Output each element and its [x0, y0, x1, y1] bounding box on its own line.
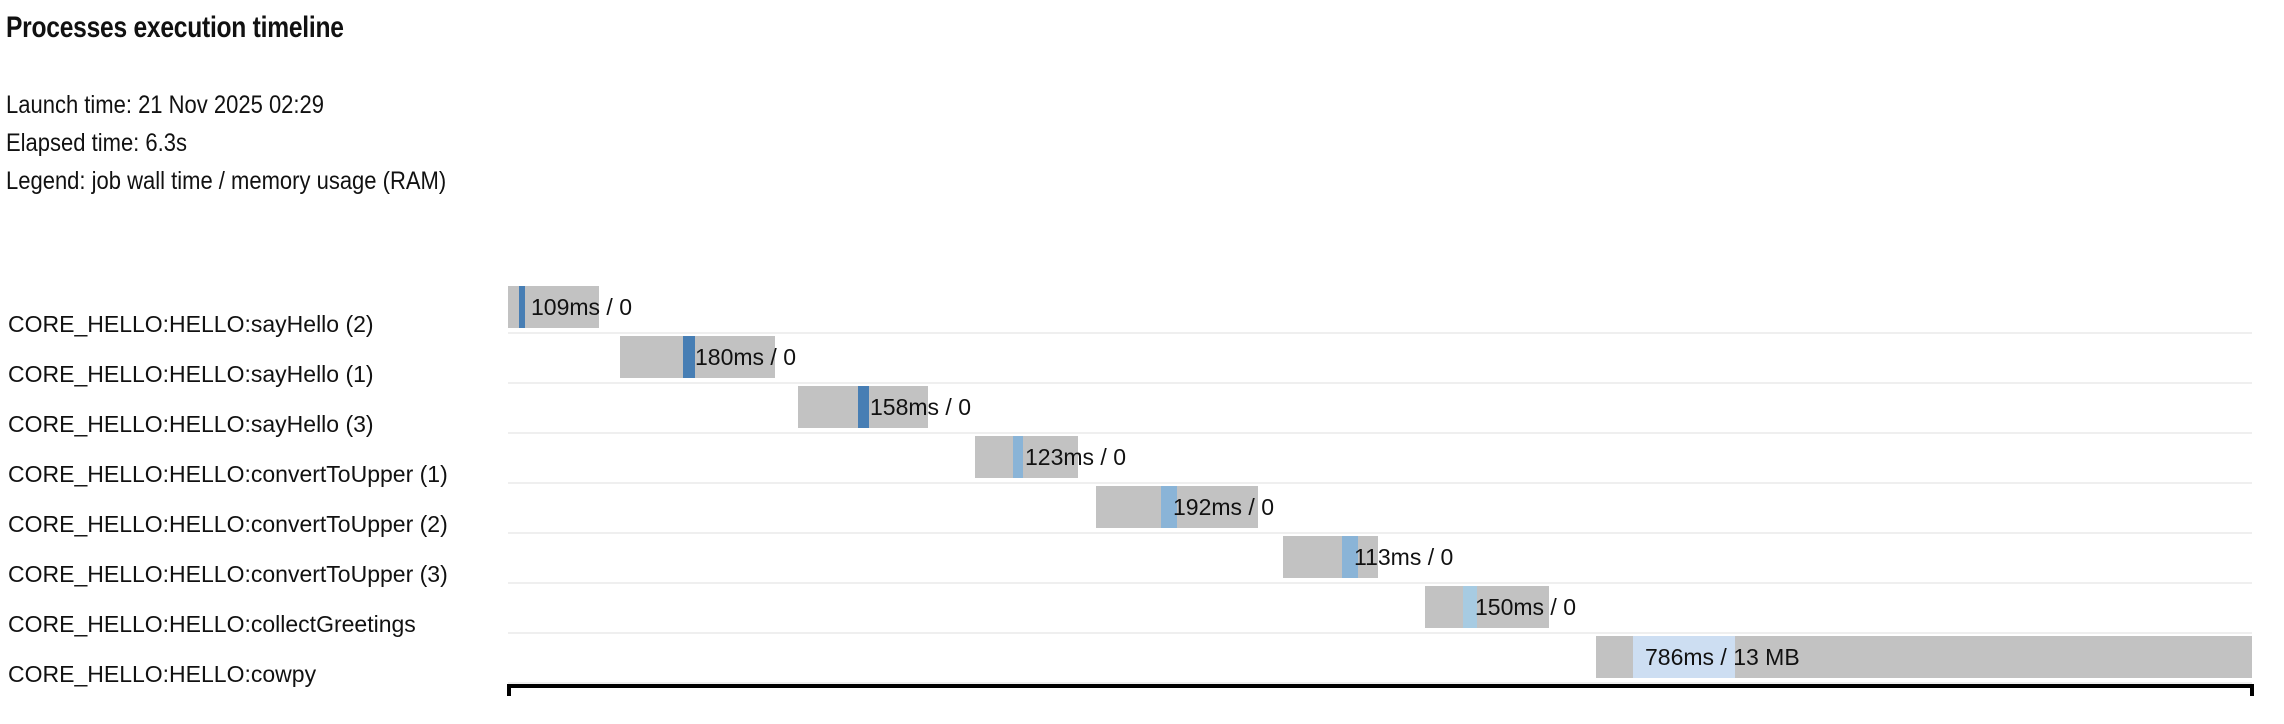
run-time-segment [1161, 486, 1177, 528]
row-separator [508, 682, 2252, 684]
run-time-segment [1013, 436, 1023, 478]
bar-value-label: 192ms / 0 [1173, 494, 1274, 520]
timeline-row: CORE_HELLO:HELLO:convertToUpper (3) 113m… [0, 536, 2284, 587]
row-separator [508, 432, 2252, 434]
report-meta: Launch time: 21 Nov 2025 02:29 Elapsed t… [6, 86, 446, 200]
timeline-row: CORE_HELLO:HELLO:cowpy 786ms / 13 MB [0, 636, 2284, 687]
run-time-segment [1463, 586, 1477, 628]
process-label: CORE_HELLO:HELLO:convertToUpper (1) [8, 461, 448, 487]
bar-value-label: 786ms / 13 MB [1645, 644, 1800, 670]
timeline-row: CORE_HELLO:HELLO:sayHello (3) 158ms / 0 [0, 386, 2284, 437]
timeline-row: CORE_HELLO:HELLO:sayHello (2) 109ms / 0 [0, 286, 2284, 337]
timeline-row: CORE_HELLO:HELLO:collectGreetings 150ms … [0, 586, 2284, 637]
row-separator [508, 582, 2252, 584]
run-time-segment [1342, 536, 1358, 578]
run-time-segment [519, 286, 525, 328]
job-wall-bar [620, 336, 775, 378]
bar-value-label: 123ms / 0 [1025, 444, 1126, 470]
bar-value-label: 158ms / 0 [870, 394, 971, 420]
legend-text: Legend: job wall time / memory usage (RA… [6, 167, 447, 195]
row-separator [508, 482, 2252, 484]
run-time-segment [858, 386, 869, 428]
axis-box-cutoff [507, 684, 2254, 696]
row-separator [508, 532, 2252, 534]
bar-value-label: 180ms / 0 [695, 344, 796, 370]
run-time-segment [683, 336, 695, 378]
process-label: CORE_HELLO:HELLO:convertToUpper (3) [8, 561, 448, 587]
bar-value-label: 109ms / 0 [531, 294, 632, 320]
process-label: CORE_HELLO:HELLO:cowpy [8, 661, 317, 687]
process-label: CORE_HELLO:HELLO:sayHello (1) [8, 361, 374, 387]
timeline-row: CORE_HELLO:HELLO:convertToUpper (2) 192m… [0, 486, 2284, 537]
timeline-row: CORE_HELLO:HELLO:sayHello (1) 180ms / 0 [0, 336, 2284, 387]
row-separator [508, 332, 2252, 334]
launch-time-text: Launch time: 21 Nov 2025 02:29 [6, 91, 325, 119]
run-time-segment [1633, 636, 1735, 678]
process-label: CORE_HELLO:HELLO:collectGreetings [8, 611, 416, 637]
page-title: Processes execution timeline [6, 11, 344, 44]
bar-value-label: 113ms / 0 [1354, 544, 1454, 570]
process-label: CORE_HELLO:HELLO:convertToUpper (2) [8, 511, 448, 537]
job-wall-bar [1283, 536, 1378, 578]
process-label: CORE_HELLO:HELLO:sayHello (2) [8, 311, 374, 337]
timeline-row: CORE_HELLO:HELLO:convertToUpper (1) 123m… [0, 436, 2284, 487]
row-separator [508, 382, 2252, 384]
process-label: CORE_HELLO:HELLO:sayHello (3) [8, 411, 374, 437]
bar-value-label: 150ms / 0 [1475, 594, 1576, 620]
job-wall-bar [1096, 486, 1258, 528]
job-wall-bar [975, 436, 1078, 478]
row-separator [508, 632, 2252, 634]
job-wall-bar [1425, 586, 1549, 628]
elapsed-time-text: Elapsed time: 6.3s [6, 129, 187, 157]
